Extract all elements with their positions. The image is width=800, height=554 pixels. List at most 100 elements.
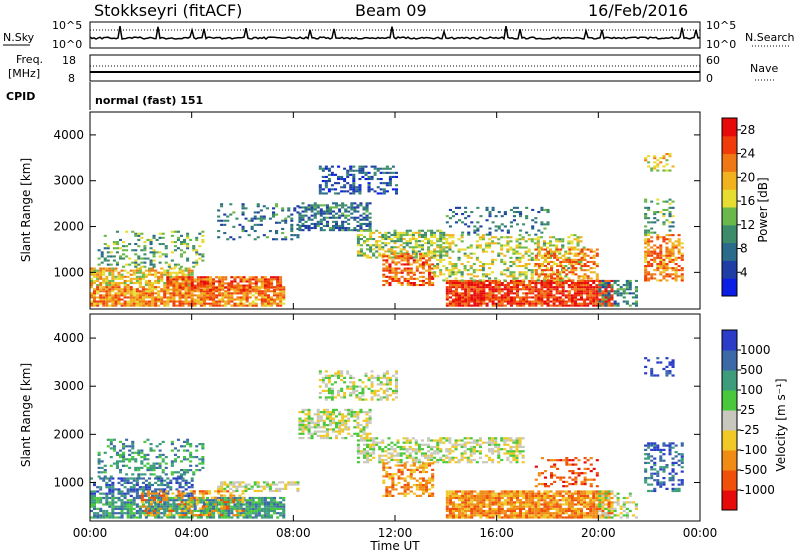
heatmap-cell (157, 488, 161, 491)
heatmap-cell (195, 469, 199, 472)
heatmap-cell (242, 302, 246, 305)
heatmap-cell (565, 258, 569, 261)
heatmap-cell (175, 290, 179, 293)
heatmap-cell (137, 263, 141, 266)
heatmap-cell (481, 265, 485, 268)
heatmap-cell (516, 286, 519, 289)
heatmap-cell (97, 462, 101, 465)
heatmap-cell (583, 282, 587, 285)
heatmap-cell (512, 300, 516, 303)
heatmap-cell (524, 246, 528, 249)
heatmap-cell (209, 286, 213, 289)
heatmap-cell (595, 265, 599, 268)
heatmap-cell (335, 227, 338, 230)
heatmap-cell (396, 238, 400, 241)
heatmap-cell (577, 252, 581, 255)
heatmap-cell (445, 277, 449, 280)
heatmap-cell (192, 247, 196, 250)
heatmap-cell (458, 300, 462, 303)
heatmap-cell (324, 192, 328, 195)
heatmap-cell (134, 259, 138, 262)
heatmap-cell (166, 481, 170, 484)
heatmap-cell (199, 286, 203, 289)
heatmap-cell (160, 288, 164, 291)
heatmap-cell (157, 279, 161, 282)
heatmap-cell (341, 202, 345, 205)
heatmap-cell (93, 288, 96, 291)
heatmap-cell (172, 286, 176, 289)
heatmap-cell (524, 275, 528, 278)
heatmap-cell (135, 292, 139, 295)
heatmap-cell (485, 246, 489, 249)
heatmap-cell (431, 275, 435, 278)
heatmap-cell (601, 292, 605, 295)
heatmap-cell (209, 499, 212, 502)
heatmap-cell (341, 227, 345, 230)
heatmap-cell (148, 296, 152, 299)
heatmap-cell (424, 231, 427, 234)
heatmap-cell (183, 492, 187, 495)
heatmap-cell (455, 302, 458, 305)
heatmap-cell (117, 296, 121, 299)
heatmap-cell (129, 273, 133, 276)
heatmap-cell (571, 267, 575, 270)
heatmap-cell (647, 165, 651, 168)
heatmap-cell (138, 294, 142, 297)
heatmap-cell (224, 276, 228, 279)
heatmap-cell (284, 219, 288, 222)
heatmap-cell (516, 296, 519, 299)
heatmap-cell (634, 279, 638, 282)
heatmap-cell (561, 265, 565, 268)
heatmap-cell (242, 292, 246, 295)
heatmap-cell (132, 501, 136, 504)
heatmap-cell (451, 271, 455, 274)
heatmap-cell (123, 282, 127, 285)
heatmap-cell (403, 259, 407, 262)
heatmap-cell (531, 227, 535, 230)
heatmap-cell (129, 288, 133, 291)
heatmap-cell (680, 275, 684, 278)
heatmap-cell (152, 265, 156, 268)
heatmap-cell (115, 451, 119, 454)
heatmap-cell (583, 290, 587, 293)
heatmap-cell (549, 294, 553, 297)
heatmap-cell (567, 292, 571, 295)
heatmap-cell (114, 488, 118, 491)
heatmap-cell (460, 248, 464, 251)
heatmap-cell (158, 462, 162, 465)
heatmap-cell (512, 271, 516, 274)
heatmap-cell (260, 499, 264, 502)
heatmap-cell (239, 496, 243, 500)
heatmap-cell (573, 282, 577, 285)
heatmap-cell (370, 175, 374, 178)
heatmap-cell (482, 290, 486, 293)
heatmap-cell (328, 413, 332, 416)
heatmap-cell (245, 507, 249, 510)
heatmap-cell (268, 483, 272, 486)
heatmap-cell (327, 188, 331, 191)
heatmap-cell (475, 275, 479, 278)
heatmap-cell (516, 211, 519, 214)
heatmap-cell (248, 296, 252, 299)
heatmap-cell (546, 294, 550, 297)
heatmap-cell (494, 288, 498, 291)
heatmap-cell (478, 279, 482, 282)
heatmap-cell (117, 481, 121, 484)
heatmap-cell (154, 512, 158, 515)
heatmap-cell (387, 238, 391, 241)
heatmap-cell (251, 294, 255, 297)
heatmap-cell (519, 215, 523, 218)
heatmap-cell (506, 300, 510, 303)
heatmap-cell (382, 167, 386, 170)
heatmap-cell (580, 288, 583, 291)
heatmap-cell (148, 302, 152, 305)
heatmap-cell (570, 300, 574, 303)
heatmap-cell (180, 509, 184, 512)
heatmap-cell (579, 260, 583, 263)
heatmap-cell (138, 279, 142, 282)
heatmap-cell (204, 490, 208, 493)
heatmap-cell (263, 282, 267, 285)
heatmap-cell (138, 284, 142, 287)
heatmap-cell (540, 254, 544, 257)
heatmap-cell (494, 298, 498, 301)
